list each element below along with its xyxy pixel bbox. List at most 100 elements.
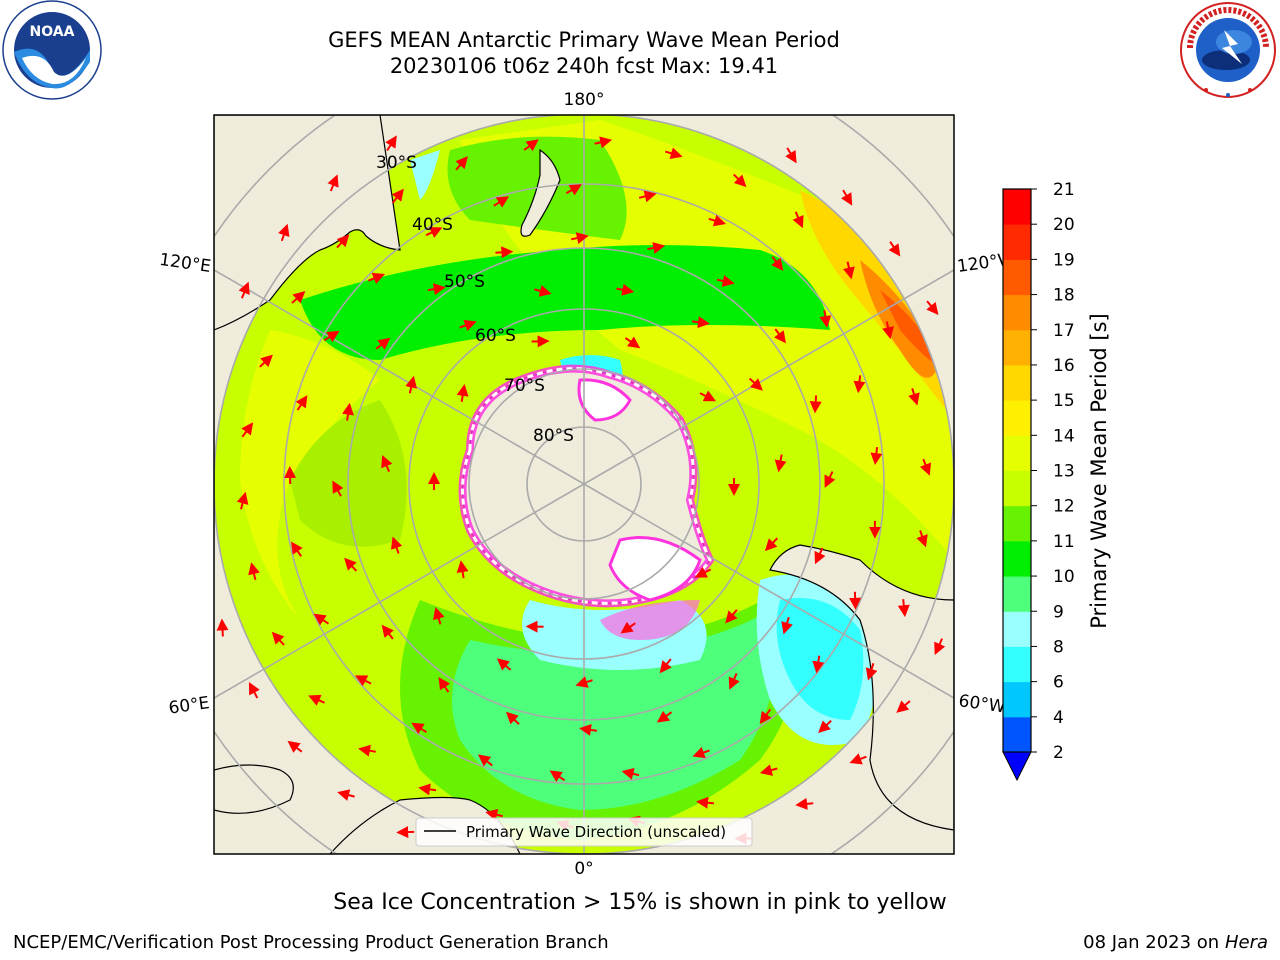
wave-direction-arrows: [216, 135, 946, 845]
lon-label-120e: 120°E: [158, 250, 212, 277]
map-legend: Primary Wave Direction (unscaled): [415, 817, 753, 847]
wave-arrow: [336, 234, 350, 249]
wave-arrow: [896, 700, 911, 713]
wave-arrow: [882, 321, 894, 340]
wave-arrow: [456, 560, 469, 579]
wave-arrow: [259, 354, 273, 368]
colorbar-tick-label: 17: [1053, 321, 1075, 341]
wave-arrow: [291, 291, 306, 304]
wave-arrow: [692, 746, 710, 759]
colorbar-segment: [1003, 611, 1031, 647]
lat-label-40s: 40°S: [412, 215, 453, 235]
wave-arrow: [358, 744, 376, 757]
colorbar-label: Primary Wave Mean Period [s]: [1087, 313, 1111, 629]
wave-arrow: [432, 607, 445, 625]
wave-arrow: [819, 309, 832, 328]
wave-arrow: [477, 754, 493, 767]
noaa-logo-text: NOAA: [30, 24, 75, 40]
wave-arrow: [621, 768, 640, 780]
footer-credit: NCEP/EMC/Verification Post Processing Pr…: [13, 932, 609, 953]
wave-arrow: [496, 658, 512, 671]
wave-arrow: [809, 395, 822, 414]
colorbar-tick-label: 11: [1053, 532, 1075, 552]
wave-arrow: [295, 395, 308, 411]
wave-arrow: [725, 609, 738, 624]
wave-arrow: [575, 676, 593, 688]
wave-arrow: [579, 723, 598, 736]
wave-arrow: [659, 658, 672, 674]
wave-arrow: [381, 624, 394, 640]
sea-ice-note: Sea Ice Concentration > 15% is shown in …: [333, 890, 947, 915]
wave-arrow: [505, 711, 520, 725]
wave-arrow: [897, 599, 910, 618]
wave-arrow: [759, 764, 778, 776]
lat-label-50s: 50°S: [444, 272, 485, 292]
wave-arrow: [342, 402, 354, 421]
wave-arrow: [853, 375, 866, 394]
wave-arrow: [241, 422, 254, 438]
wave-arrow: [313, 613, 330, 626]
lat-label-30s: 30°S: [376, 153, 417, 173]
wave-arrow: [308, 694, 326, 706]
colorbar-extend-triangle: [1002, 751, 1032, 782]
wave-arrow: [818, 719, 832, 734]
lon-label-60w: 60°W: [957, 691, 1006, 717]
wave-arrow: [638, 190, 657, 203]
map-frame: [213, 114, 955, 855]
map-panel: 30°S 40°S 50°S 60°S 70°S 80°S Primary Wa…: [214, 115, 954, 854]
wave-arrow: [774, 328, 786, 344]
colorbar-tick-label: 15: [1053, 391, 1075, 411]
wave-arrow: [771, 255, 784, 271]
colorbar-tick-label: 8: [1053, 637, 1064, 657]
wave-arrow: [908, 388, 920, 406]
wave-arrow: [665, 147, 683, 160]
colorbar-segment: [1003, 646, 1031, 683]
wave-arrow: [620, 621, 636, 634]
wave-arrow: [814, 547, 826, 565]
colorbar-tick-label: 12: [1053, 497, 1075, 517]
wave-arrow: [375, 337, 391, 350]
colorbar-tick-label: 2: [1053, 743, 1064, 763]
colorbar-segment: [1003, 364, 1031, 401]
wave-arrow: [694, 566, 712, 578]
colorbar-tick-label: 19: [1053, 250, 1075, 270]
colorbar-tick-label: 16: [1053, 356, 1075, 376]
wave-arrow: [624, 336, 641, 349]
wave-arrow: [291, 541, 303, 557]
lon-label-180: 180°: [564, 90, 605, 110]
colorbar-segment: [1003, 329, 1031, 366]
wave-arrow: [354, 675, 372, 687]
wave-arrow: [390, 536, 403, 554]
wave-arrow: [455, 156, 468, 171]
colorbar-tick-label: 4: [1053, 708, 1064, 728]
colorbar-tick-label: 10: [1053, 567, 1075, 587]
footer-date: 08 Jan 2023 on Hera: [1083, 932, 1268, 953]
colorbar-tick-label: 21: [1053, 180, 1075, 200]
wave-arrow: [405, 375, 417, 394]
footer-host: Hera: [1224, 932, 1268, 953]
wave-arrow: [696, 796, 715, 809]
wave-arrow: [849, 753, 867, 765]
legend-label: Primary Wave Direction (unscaled): [466, 823, 726, 841]
wave-arrow: [411, 722, 428, 735]
colorbar-tick-label: 13: [1053, 462, 1075, 482]
wave-arrow: [418, 783, 437, 796]
colorbar-segment: [1003, 224, 1031, 260]
wave-arrow: [870, 446, 883, 466]
noaa-logo: NOAA: [2, 0, 102, 100]
wave-arrow: [485, 808, 503, 821]
footer-date-text: 08 Jan 2023 on: [1083, 932, 1225, 953]
colorbar-segment: [1003, 681, 1031, 718]
colorbar-segments: [1003, 189, 1031, 753]
wave-arrow: [888, 241, 901, 257]
lat-label-80s: 80°S: [533, 426, 574, 446]
new-zealand-land: [520, 148, 561, 237]
wave-arrow: [216, 618, 229, 637]
wave-arrow: [699, 390, 717, 402]
wave-arrow: [824, 471, 836, 488]
colorbar-tick-label: 14: [1053, 426, 1075, 446]
wave-arrow: [236, 491, 249, 510]
wave-arrow: [438, 676, 451, 693]
colorbar-segment: [1003, 576, 1031, 612]
